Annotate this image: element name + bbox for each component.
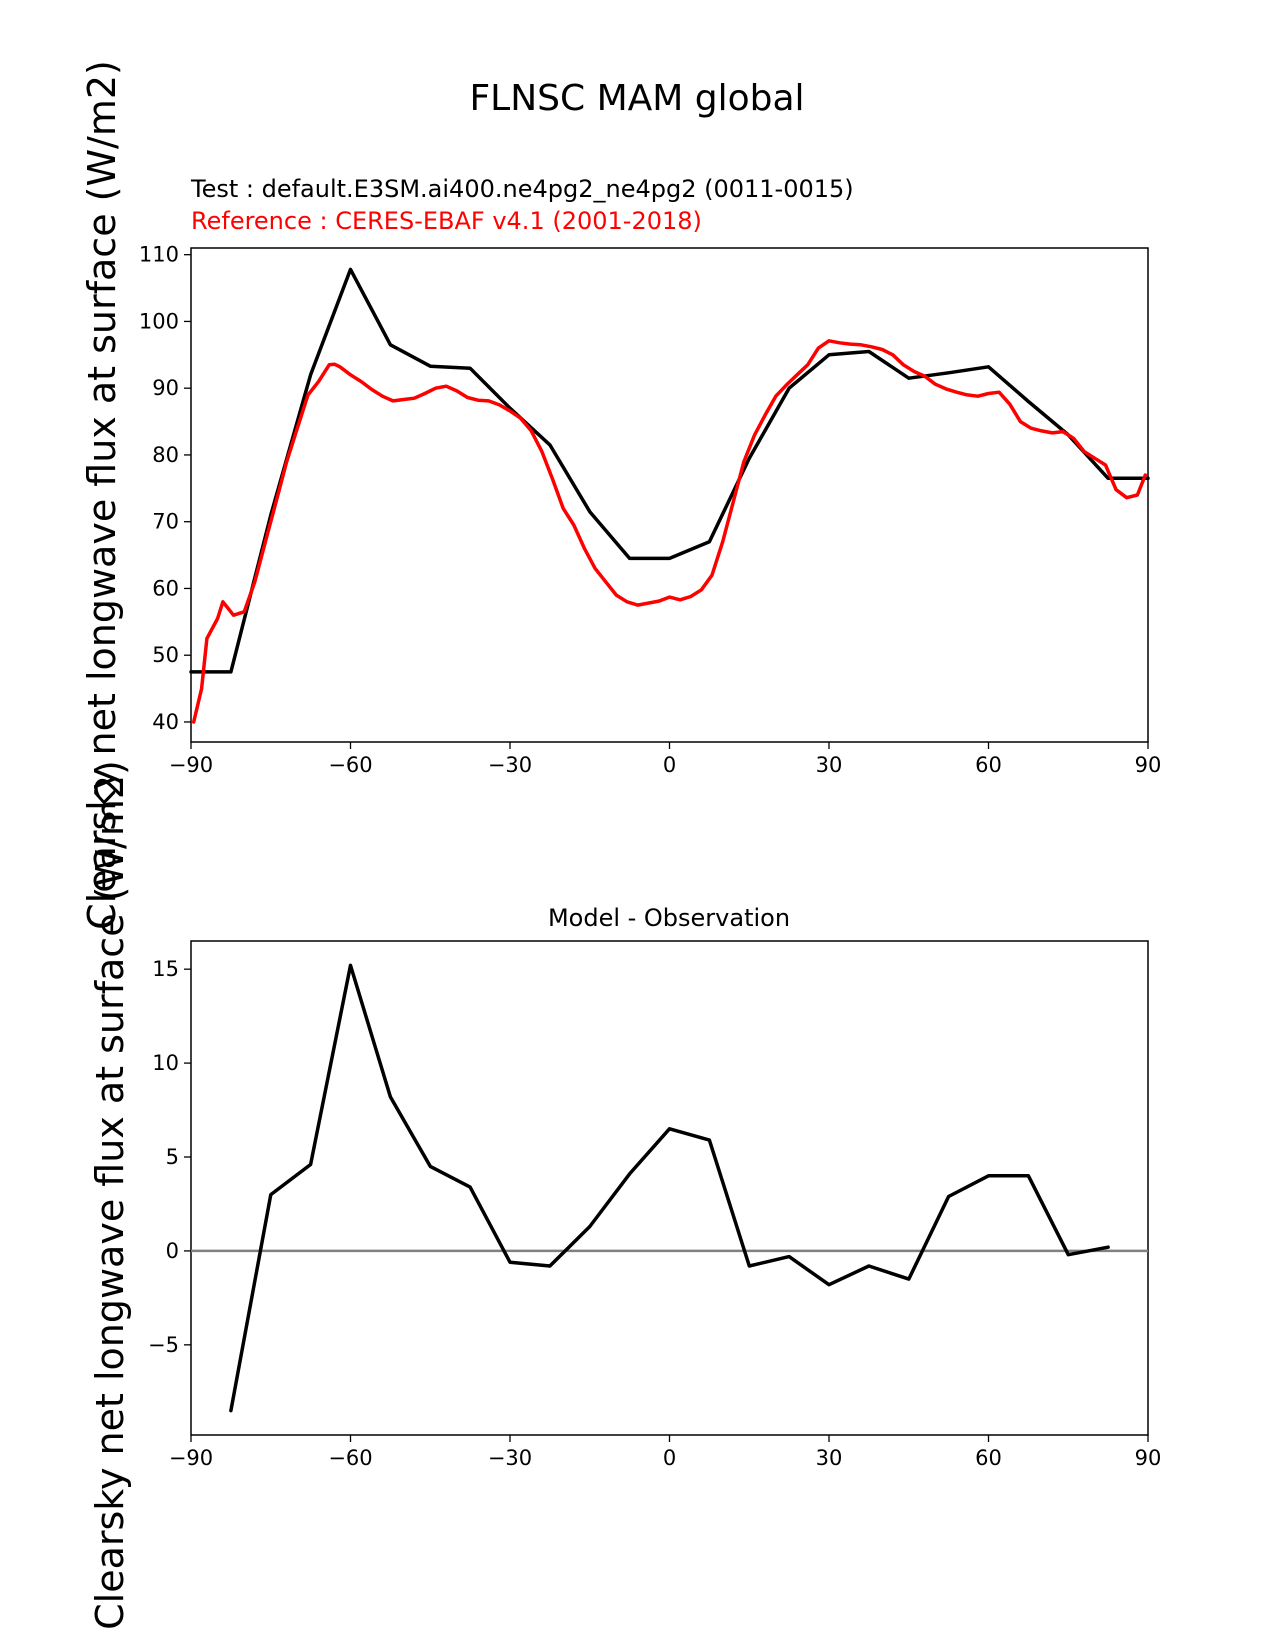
y-tick-label: 50 bbox=[152, 643, 179, 667]
x-tick-label: 30 bbox=[816, 753, 843, 777]
test-series-line bbox=[189, 267, 1150, 674]
test-label: Test : default.E3SM.ai400.ne4pg2_ne4pg2 … bbox=[190, 175, 854, 203]
x-tick-label: −60 bbox=[328, 753, 372, 777]
x-tick-label: 30 bbox=[816, 1446, 843, 1470]
y-tick-label: 110 bbox=[139, 243, 179, 267]
y-tick-label: 5 bbox=[166, 1145, 179, 1169]
x-tick-label: 0 bbox=[663, 1446, 676, 1470]
x-tick-label: −60 bbox=[328, 1446, 372, 1470]
reference-series-line bbox=[191, 339, 1148, 724]
x-tick-label: 0 bbox=[663, 753, 676, 777]
difference-plot: −90 −60 −30 0 30 60 90 −5 0 5 10 15 bbox=[148, 940, 1162, 1470]
y-tick-label: 60 bbox=[152, 576, 179, 600]
top-plot: −90 −60 −30 0 30 60 90 40 50 60 70 80 90 100 110 bbox=[139, 243, 1161, 777]
x-tick-label: 90 bbox=[1135, 753, 1162, 777]
ylabel-top: Clearsky net longwave flux at surface (W… bbox=[80, 60, 124, 930]
subplot-title: Model - Observation bbox=[548, 904, 790, 932]
ylabel-bottom: Clearsky net longwave flux at surface (W… bbox=[88, 760, 132, 1630]
y-tick-label: 0 bbox=[166, 1239, 179, 1263]
figure-title: FLNSC MAM global bbox=[469, 78, 804, 119]
y-tick-label: 10 bbox=[152, 1051, 179, 1075]
plot-frame bbox=[190, 247, 1149, 743]
x-tick-label: −90 bbox=[169, 753, 213, 777]
x-tick-label: 90 bbox=[1135, 1446, 1162, 1470]
y-tick-label: −5 bbox=[148, 1333, 179, 1357]
x-tick-label: −90 bbox=[169, 1446, 213, 1470]
y-tick-label: 90 bbox=[152, 376, 179, 400]
x-tick-label: −30 bbox=[488, 753, 532, 777]
x-tick-label: −30 bbox=[488, 1446, 532, 1470]
y-tick-label: 15 bbox=[152, 957, 179, 981]
plot-frame bbox=[190, 940, 1149, 1436]
y-tick-label: 80 bbox=[152, 443, 179, 467]
reference-label: Reference : CERES-EBAF v4.1 (2001-2018) bbox=[191, 207, 702, 235]
y-tick-label: 40 bbox=[152, 710, 179, 734]
x-tick-label: 60 bbox=[975, 1446, 1002, 1470]
y-tick-label: 70 bbox=[152, 510, 179, 534]
x-tick-label: 60 bbox=[975, 753, 1002, 777]
difference-series-line bbox=[229, 963, 1110, 1413]
y-tick-label: 100 bbox=[139, 309, 179, 333]
